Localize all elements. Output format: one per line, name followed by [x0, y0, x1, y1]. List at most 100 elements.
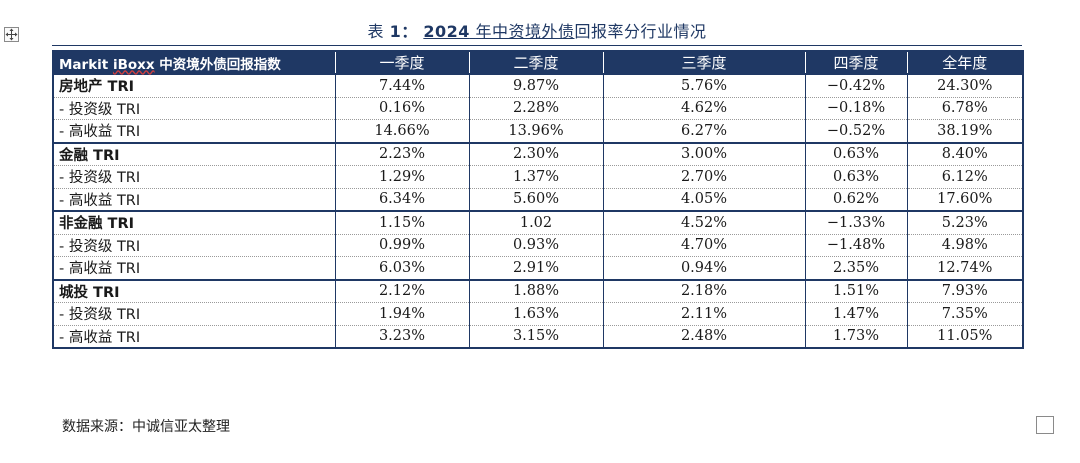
- table-caption: 表 1： 2024 年中资境外债回报率分行业情况: [52, 18, 1022, 42]
- table-row: - 高收益 TRI 3.23% 3.15% 2.48% 1.73% 11.05%: [53, 325, 1023, 349]
- header-row: Markit iBoxx 中资境外债回报指数 一季度 二季度 三季度 四季度 全…: [53, 51, 1023, 74]
- caption-number: 1：: [389, 22, 418, 41]
- row-label: - 高收益 TRI: [53, 325, 335, 349]
- cell-q2: 2.30%: [468, 141, 603, 166]
- table-row: - 投资级 TRI 1.29% 1.37% 2.70% 0.63% 6.12%: [53, 165, 1023, 189]
- cell-full-year: 11.05%: [906, 325, 1023, 349]
- table-row-group-financial: 金融 TRI 2.23% 2.30% 3.00% 0.63% 8.40%: [53, 141, 1023, 166]
- group-suffix: TRI: [102, 216, 134, 233]
- cell-q3: 3.00%: [602, 141, 805, 166]
- cell-q3: 2.18%: [602, 278, 805, 303]
- cell-q3: 5.76%: [602, 73, 805, 98]
- cell-q3: 4.70%: [602, 234, 805, 257]
- table-row: - 投资级 TRI 0.16% 2.28% 4.62% −0.18% 6.78%: [53, 97, 1023, 120]
- cell-q2: 0.93%: [468, 234, 603, 257]
- cell-q3: 4.52%: [602, 210, 805, 235]
- cell-full-year: 24.30%: [906, 73, 1023, 98]
- header-q4: 四季度: [804, 51, 907, 74]
- caption-title: 2024 年中资境外债: [423, 22, 574, 41]
- cell-full-year: 12.74%: [906, 256, 1023, 280]
- cell-q4: −0.52%: [804, 119, 907, 143]
- cell-q1: 14.66%: [334, 119, 469, 143]
- table-row: - 高收益 TRI 6.03% 2.91% 0.94% 2.35% 12.74%: [53, 256, 1023, 280]
- table-move-icon[interactable]: [4, 27, 19, 42]
- table-row: - 投资级 TRI 1.94% 1.63% 2.11% 1.47% 7.35%: [53, 302, 1023, 326]
- cell-q4: 1.51%: [804, 278, 907, 303]
- group-name: 金融: [59, 146, 88, 164]
- row-label: - 投资级 TRI: [53, 165, 335, 189]
- row-label: 城投 TRI: [53, 278, 335, 303]
- table-row-group-non-financial: 非金融 TRI 1.15% 1.02 4.52% −1.33% 5.23%: [53, 210, 1023, 235]
- cell-q1: 0.99%: [334, 234, 469, 257]
- cell-q2: 3.15%: [468, 325, 603, 349]
- cell-full-year: 7.35%: [906, 302, 1023, 326]
- table-row: - 高收益 TRI 6.34% 5.60% 4.05% 0.62% 17.60%: [53, 188, 1023, 212]
- group-suffix: TRI: [88, 147, 120, 164]
- cell-q4: 1.73%: [804, 325, 907, 349]
- group-suffix: TRI: [88, 284, 120, 301]
- table-resize-icon[interactable]: [1036, 416, 1054, 434]
- cell-q1: 1.15%: [334, 210, 469, 235]
- cell-q3: 2.48%: [602, 325, 805, 349]
- caption-label: 表: [367, 22, 385, 41]
- row-label: 金融 TRI: [53, 141, 335, 166]
- cell-q4: −1.48%: [804, 234, 907, 257]
- cell-q1: 6.34%: [334, 188, 469, 212]
- cell-full-year: 7.93%: [906, 278, 1023, 303]
- table-row: - 高收益 TRI 14.66% 13.96% 6.27% −0.52% 38.…: [53, 119, 1023, 143]
- cell-q1: 1.29%: [334, 165, 469, 189]
- cell-full-year: 5.23%: [906, 210, 1023, 235]
- cell-q3: 4.05%: [602, 188, 805, 212]
- cell-full-year: 8.40%: [906, 141, 1023, 166]
- cell-full-year: 38.19%: [906, 119, 1023, 143]
- header-index-name: Markit iBoxx 中资境外债回报指数: [53, 51, 335, 74]
- cell-q1: 2.12%: [334, 278, 469, 303]
- row-label: - 高收益 TRI: [53, 256, 335, 280]
- header-q2: 二季度: [468, 51, 603, 74]
- returns-table: Markit iBoxx 中资境外债回报指数 一季度 二季度 三季度 四季度 全…: [52, 50, 1024, 349]
- cell-full-year: 4.98%: [906, 234, 1023, 257]
- cell-q1: 2.23%: [334, 141, 469, 166]
- caption-title-rest: 年中资境外债: [475, 22, 575, 41]
- cell-q3: 2.70%: [602, 165, 805, 189]
- cell-q2: 2.91%: [468, 256, 603, 280]
- row-label: - 投资级 TRI: [53, 234, 335, 257]
- cell-q2: 9.87%: [468, 73, 603, 98]
- table-row-group-real-estate: 房地产 TRI 7.44% 9.87% 5.76% −0.42% 24.30%: [53, 73, 1023, 98]
- source-note: 数据来源：中诚信亚太整理: [62, 419, 230, 435]
- caption-divider: [52, 45, 1022, 46]
- group-name: 城投: [59, 283, 88, 301]
- table-row-group-lgfv: 城投 TRI 2.12% 1.88% 2.18% 1.51% 7.93%: [53, 278, 1023, 303]
- group-name: 房地产: [59, 78, 103, 96]
- cell-q2: 5.60%: [468, 188, 603, 212]
- row-label: - 投资级 TRI: [53, 97, 335, 120]
- cell-q4: −0.18%: [804, 97, 907, 120]
- cell-q3: 6.27%: [602, 119, 805, 143]
- cell-q4: 0.63%: [804, 141, 907, 166]
- row-label: 非金融 TRI: [53, 210, 335, 235]
- header-q3: 三季度: [602, 51, 805, 74]
- cell-q1: 3.23%: [334, 325, 469, 349]
- cell-q1: 6.03%: [334, 256, 469, 280]
- cell-full-year: 17.60%: [906, 188, 1023, 212]
- cell-q4: 0.63%: [804, 165, 907, 189]
- cell-q1: 1.94%: [334, 302, 469, 326]
- cell-q2: 1.88%: [468, 278, 603, 303]
- cell-q2: 1.02: [468, 210, 603, 235]
- cell-q1: 0.16%: [334, 97, 469, 120]
- row-label: - 高收益 TRI: [53, 188, 335, 212]
- cell-q4: −0.42%: [804, 73, 907, 98]
- header-full-year: 全年度: [906, 51, 1023, 74]
- header-index-brand: iBoxx: [112, 56, 155, 73]
- row-label: 房地产 TRI: [53, 73, 335, 98]
- row-label: - 高收益 TRI: [53, 119, 335, 143]
- cell-q2: 1.37%: [468, 165, 603, 189]
- group-name: 非金融: [59, 215, 103, 233]
- cell-q4: 0.62%: [804, 188, 907, 212]
- cell-full-year: 6.78%: [906, 97, 1023, 120]
- row-label: - 投资级 TRI: [53, 302, 335, 326]
- header-index-suffix: 中资境外债回报指数: [154, 56, 281, 73]
- cell-q3: 2.11%: [602, 302, 805, 326]
- cell-q2: 2.28%: [468, 97, 603, 120]
- cell-q4: 2.35%: [804, 256, 907, 280]
